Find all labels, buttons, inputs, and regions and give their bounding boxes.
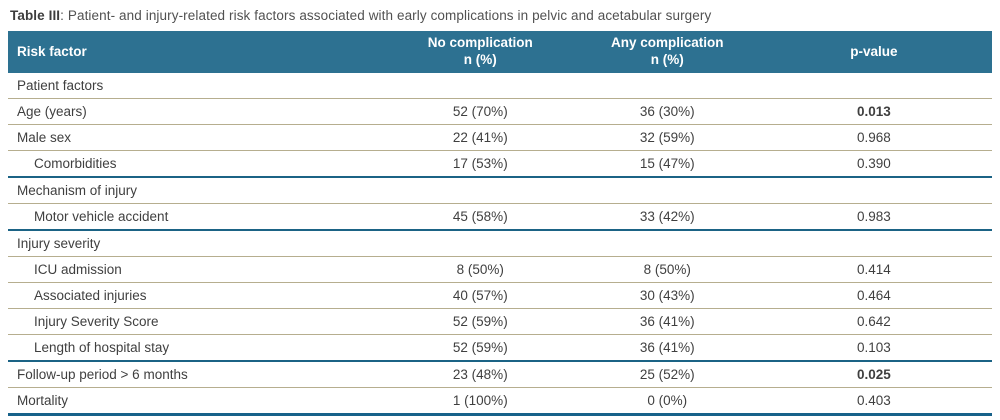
- header-any-complication-line2: n (%): [650, 52, 684, 67]
- table-row-injury-severity-score: Injury Severity Score 52 (59%) 36 (41%) …: [8, 308, 992, 335]
- no-complication-value: 52 (59%): [381, 334, 579, 362]
- row-label: Injury severity: [8, 230, 382, 257]
- table-row-section-mechanism-of-injury: Mechanism of injury: [8, 177, 992, 204]
- table-caption-label: Table III: [10, 8, 61, 23]
- any-complication-value: [578, 230, 756, 257]
- p-value: 0.414: [755, 256, 992, 283]
- no-complication-value: 22 (41%): [381, 124, 579, 151]
- table-header: Risk factor No complication n (%) Any co…: [8, 31, 992, 73]
- header-any-complication: Any complication n (%): [578, 31, 756, 73]
- any-complication-value: 36 (41%): [578, 308, 756, 335]
- table-row-icu-admission: ICU admission 8 (50%) 8 (50%) 0.414: [8, 256, 992, 283]
- header-row: Risk factor No complication n (%) Any co…: [8, 31, 992, 73]
- row-label: Age (years): [8, 98, 382, 125]
- table-row-follow-up-period: Follow-up period > 6 months 23 (48%) 25 …: [8, 361, 992, 388]
- p-value: 0.968: [755, 124, 992, 151]
- table-body: Patient factors Age (years) 52 (70%) 36 …: [8, 73, 992, 416]
- p-value: [755, 230, 992, 257]
- row-label: Follow-up period > 6 months: [8, 361, 382, 388]
- table-row-comorbidities: Comorbidities 17 (53%) 15 (47%) 0.390: [8, 150, 992, 178]
- header-no-complication-line2: n (%): [463, 52, 497, 67]
- risk-factors-table: Risk factor No complication n (%) Any co…: [8, 31, 992, 416]
- header-no-complication-line1: No complication: [427, 35, 533, 51]
- table-caption-text: : Patient- and injury-related risk facto…: [60, 8, 712, 23]
- row-label: ICU admission: [8, 256, 382, 283]
- p-value: 0.390: [755, 150, 992, 178]
- row-label: Male sex: [8, 124, 382, 151]
- row-label: Patient factors: [8, 73, 382, 99]
- p-value: [755, 73, 992, 99]
- no-complication-value: 40 (57%): [381, 282, 579, 309]
- header-p-value: p-value: [755, 31, 992, 73]
- no-complication-value: [381, 230, 579, 257]
- p-value: 0.013: [755, 98, 992, 125]
- header-any-complication-line1: Any complication: [611, 35, 724, 51]
- header-risk-factor: Risk factor: [8, 31, 382, 73]
- any-complication-value: 25 (52%): [578, 361, 756, 388]
- table-row-associated-injuries: Associated injuries 40 (57%) 30 (43%) 0.…: [8, 282, 992, 309]
- row-label: Mortality: [8, 387, 382, 416]
- any-complication-value: 36 (41%): [578, 334, 756, 362]
- any-complication-value: 30 (43%): [578, 282, 756, 309]
- p-value: 0.464: [755, 282, 992, 309]
- no-complication-value: 1 (100%): [381, 387, 579, 416]
- table-row-section-injury-severity: Injury severity: [8, 230, 992, 257]
- any-complication-value: [578, 177, 756, 204]
- row-label: Mechanism of injury: [8, 177, 382, 204]
- no-complication-value: 52 (70%): [381, 98, 579, 125]
- table-row-male-sex: Male sex 22 (41%) 32 (59%) 0.968: [8, 124, 992, 151]
- row-label: Motor vehicle accident: [8, 203, 382, 231]
- any-complication-value: 15 (47%): [578, 150, 756, 178]
- header-no-complication: No complication n (%): [381, 31, 579, 73]
- no-complication-value: 23 (48%): [381, 361, 579, 388]
- table-row-length-of-hospital-stay: Length of hospital stay 52 (59%) 36 (41%…: [8, 334, 992, 362]
- no-complication-value: 8 (50%): [381, 256, 579, 283]
- p-value: 0.025: [755, 361, 992, 388]
- any-complication-value: 32 (59%): [578, 124, 756, 151]
- any-complication-value: 36 (30%): [578, 98, 756, 125]
- no-complication-value: 45 (58%): [381, 203, 579, 231]
- any-complication-value: [578, 73, 756, 99]
- row-label: Associated injuries: [8, 282, 382, 309]
- row-label: Comorbidities: [8, 150, 382, 178]
- table-row-motor-vehicle-accident: Motor vehicle accident 45 (58%) 33 (42%)…: [8, 203, 992, 231]
- p-value: 0.103: [755, 334, 992, 362]
- p-value: [755, 177, 992, 204]
- row-label: Injury Severity Score: [8, 308, 382, 335]
- row-label: Length of hospital stay: [8, 334, 382, 362]
- p-value: 0.983: [755, 203, 992, 231]
- no-complication-value: 17 (53%): [381, 150, 579, 178]
- table-caption: Table III: Patient- and injury-related r…: [8, 5, 992, 31]
- any-complication-value: 8 (50%): [578, 256, 756, 283]
- no-complication-value: [381, 73, 579, 99]
- no-complication-value: [381, 177, 579, 204]
- p-value: 0.642: [755, 308, 992, 335]
- no-complication-value: 52 (59%): [381, 308, 579, 335]
- table-row-section-patient-factors: Patient factors: [8, 73, 992, 99]
- table-row-mortality: Mortality 1 (100%) 0 (0%) 0.403: [8, 387, 992, 416]
- any-complication-value: 33 (42%): [578, 203, 756, 231]
- table-row-age: Age (years) 52 (70%) 36 (30%) 0.013: [8, 98, 992, 125]
- p-value: 0.403: [755, 387, 992, 416]
- any-complication-value: 0 (0%): [578, 387, 756, 416]
